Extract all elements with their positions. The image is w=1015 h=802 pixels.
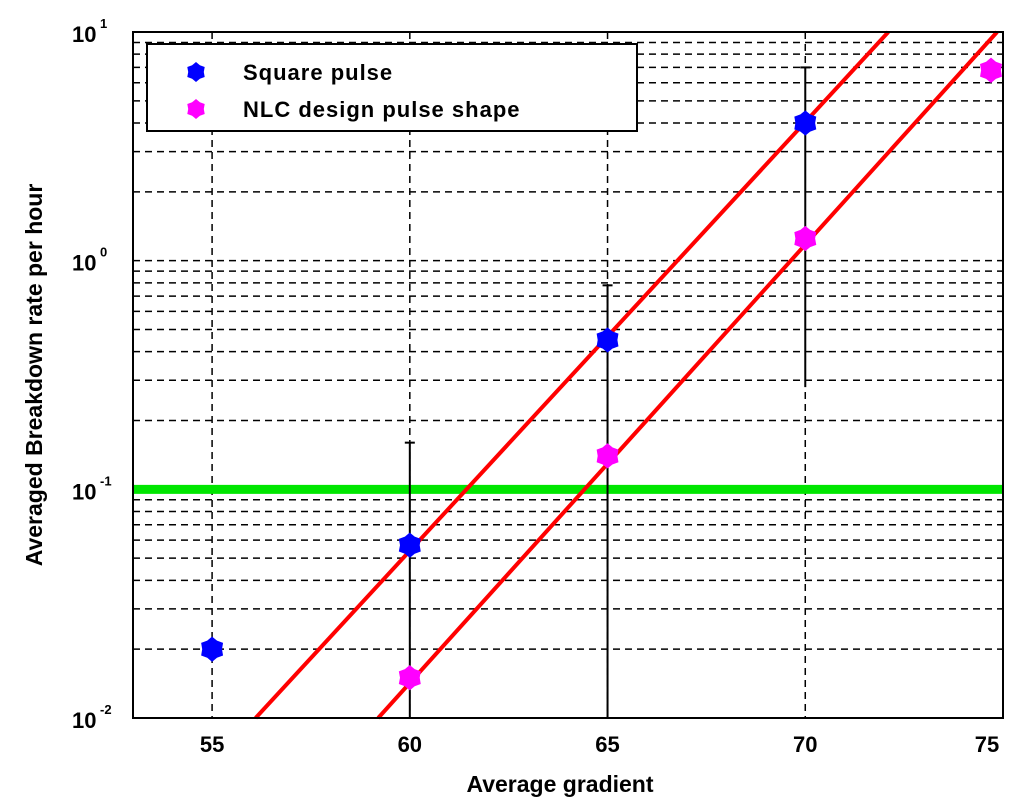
x-axis-ticks: 55 60 65 70 75: [200, 732, 999, 757]
data-point-series-2: [794, 225, 817, 252]
fit-line-1: [254, 30, 890, 720]
y-tick-label: 10 1: [72, 16, 107, 47]
data-point-series-1: [398, 532, 421, 558]
y-tick-exponent: -1: [100, 473, 112, 488]
legend: Square pulse NLC design pulse shape: [146, 43, 638, 132]
data-point-series-1: [794, 110, 817, 136]
y-tick-base: 10: [72, 479, 96, 504]
x-tick-label: 65: [595, 732, 619, 757]
data-point-series-1: [596, 327, 619, 353]
y-tick-base: 10: [72, 251, 96, 276]
plot-frame: [132, 31, 1004, 719]
fit-line-2: [376, 30, 999, 720]
y-tick-label: 10 -1: [72, 473, 112, 504]
data-point-series-2: [398, 665, 421, 691]
plot-background: [133, 32, 1003, 718]
y-tick-exponent: -2: [100, 702, 112, 717]
y-axis-title: Averaged Breakdown rate per hour: [21, 184, 47, 567]
fit-lines: [254, 30, 999, 720]
x-tick-label: 60: [398, 732, 422, 757]
data-point-series-2: [596, 443, 619, 469]
data-point-series-2: [980, 57, 1002, 83]
legend-box: [146, 43, 638, 132]
x-tick-label: 70: [793, 732, 817, 757]
legend-marker-nlc-design-pulse-shape: [187, 99, 205, 119]
x-axis-title: Average gradient: [466, 771, 653, 797]
y-tick-base: 10: [72, 22, 96, 47]
x-tick-label: 55: [200, 732, 224, 757]
data-point-series-1: [201, 636, 224, 662]
y-tick-label: 10 0: [72, 245, 107, 276]
x-tick-label: 75: [975, 732, 999, 757]
y-tick-exponent: 0: [100, 245, 107, 260]
legend-label-nlc-design-pulse-shape: NLC design pulse shape: [243, 97, 521, 122]
legend-marker-square-pulse: [187, 62, 205, 82]
y-tick-exponent: 1: [100, 16, 107, 31]
data-points: [201, 57, 1002, 691]
y-tick-base: 10: [72, 708, 96, 733]
legend-label-square-pulse: Square pulse: [243, 60, 393, 85]
y-tick-label: 10 -2: [72, 702, 112, 733]
y-axis-ticks: 10 -2 10 -1 10 0 10 1: [72, 16, 112, 733]
